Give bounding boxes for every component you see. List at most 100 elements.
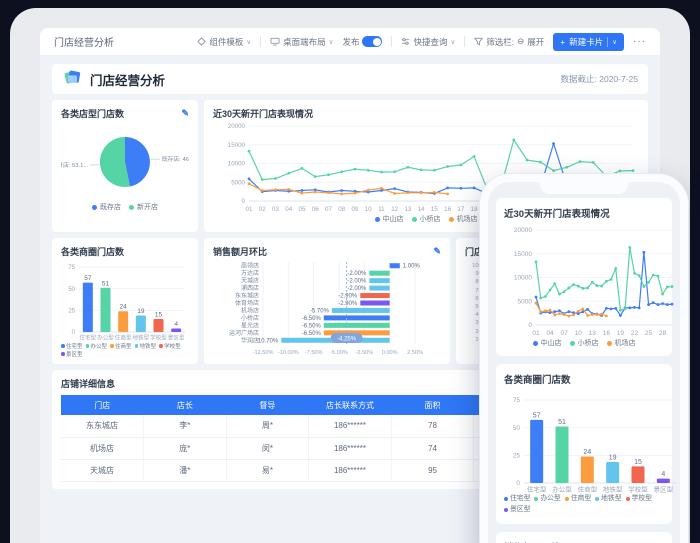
legend-item[interactable]: 地铁型 [134,342,156,350]
svg-text:-2.90%: -2.90% [338,301,358,307]
legend-item[interactable]: 学校型 [159,342,181,350]
svg-text:5000: 5000 [518,298,533,305]
legend-item[interactable]: 学校型 [625,494,652,504]
legend-label: 办公型 [90,344,108,350]
svg-text:-2.00%: -2.00% [347,286,367,292]
legend-item[interactable]: 景区型 [61,350,83,358]
svg-text:03: 03 [272,206,279,213]
svg-text:浦西店: 浦西店 [241,284,259,292]
more-menu[interactable]: ··· [633,36,646,47]
legend-item[interactable]: 住宅型 [61,342,83,350]
pie-legend: 既存店 新开店 [61,202,189,212]
svg-text:10000: 10000 [228,161,246,168]
table-header-cell: 面积 [391,395,474,415]
funnel-icon [474,37,484,46]
legend-label: 小桥店 [577,340,599,347]
legend-label: 景区型 [66,352,83,358]
phone-line-card: 近30天新开门店表现情况 0 5000 10000 15000 20000 01 04 07 1… [496,198,674,356]
svg-text:体育场店: 体育场店 [235,299,259,307]
svg-text:16: 16 [444,206,451,213]
legend-item[interactable]: 办公型 [534,494,561,504]
legend-item[interactable]: 住宅型 [504,494,530,504]
plus-icon: + [560,36,566,47]
table-cell: 闵* [226,437,310,460]
edit-card-icon[interactable]: ✎ [433,246,441,256]
legend-item[interactable]: 地铁型 [595,494,622,504]
phone-mockup: 近30天新开门店表现情况 0 5000 10000 15000 20000 01 04 07 1… [480,174,688,543]
svg-text:13: 13 [404,206,411,213]
svg-text:天城店: 天城店 [241,277,259,285]
legend-item[interactable]: 机场店 [606,338,636,348]
phone-bar-chart[interactable]: 0 25 50 75 57 住宅型 51 办公型 24 住商型 19 地铁型 15 学校型 4 景区型 [504,390,680,494]
publish-toggle-group[interactable]: 发布 [342,36,383,48]
svg-text:学校型: 学校型 [628,485,648,494]
legend-label: 学校型 [631,495,652,502]
store-type-pie-chart[interactable]: 既存店: 46.8... 新开店: 53.1... [61,120,189,202]
phone-bar-card: 各类商圈门店数 0 25 50 75 57 住宅型 51 办公型 24 住商型 19 地铁型 15 学校型… [496,364,676,524]
legend-item[interactable]: 机场店 [448,214,478,224]
legend-item[interactable]: 中山店 [532,338,562,348]
legend-item[interactable]: 住商型 [110,342,132,350]
legend-label: 机场店 [614,340,636,347]
legend-dot [129,204,134,210]
phone-line-chart[interactable]: 0 5000 10000 15000 20000 01 04 07 10 13 16 19 22 25 28 [504,224,680,338]
page-title: 门店经营分析 [90,73,166,88]
legend-label: 学校型 [164,344,181,350]
legend-item[interactable]: 新开店 [129,202,158,212]
svg-text:住宅型: 住宅型 [527,485,547,494]
legend-item[interactable]: 住商型 [564,494,591,504]
legend-dot [110,344,114,348]
sales-mom-chart[interactable]: -12.50% -10.00% -7.50% -5.00% -2.50% 0.00% 2.5… [213,258,441,356]
legend-item[interactable]: 景区型 [504,505,530,515]
store-type-pie-card: 各类店型门店数 ✎ 既存店: 46.8... 新开店: 53.1... 既存店 新开… [52,100,198,232]
publish-toggle[interactable] [362,36,383,47]
table-cell: 东东城店 [61,415,145,438]
quick-query-menu[interactable]: 快捷查询 ∨ [401,36,455,48]
filter-bar-expand[interactable]: 筛选栏: ⊖ 展开 [474,36,544,48]
legend-item[interactable]: 小桥店 [411,214,441,224]
new-card-button[interactable]: + 新建卡片 ∨ [553,32,624,51]
svg-text:15: 15 [431,206,438,213]
desktop-layout-menu[interactable]: 桌面端布局 ∨ [270,36,333,48]
svg-text:星光店: 星光店 [241,321,259,329]
chevron-down-icon: ∨ [450,38,456,46]
svg-text:10: 10 [575,330,583,337]
svg-text:-10.70%: -10.70% [256,338,279,344]
chevron-down-icon[interactable]: ∨ [612,38,617,46]
table-cell: 186****** [308,437,392,460]
svg-text:75: 75 [68,265,75,271]
legend-item[interactable]: 既存店 [92,202,121,212]
legend-item[interactable]: 中山店 [374,214,404,224]
chart-title: 近30天新开门店表现情况 [504,209,610,220]
svg-text:机场店: 机场店 [241,306,259,314]
svg-text:1.00%: 1.00% [403,264,421,270]
svg-text:-2.90%: -2.90% [338,294,358,300]
table-header-cell: 店长联系方式 [308,395,392,415]
legend-dot [625,497,630,501]
legend-item[interactable]: 小桥店 [569,338,599,348]
table-cell: 庞* [143,437,227,460]
svg-text:住商型: 住商型 [115,334,132,342]
svg-text:-6.50%: -6.50% [302,331,322,337]
legend-item[interactable]: 办公型 [85,342,108,350]
svg-text:22: 22 [631,330,639,337]
district-bar-chart[interactable]: 0 25 50 75 57 住宅型 51 办公型 24 住商型 19 地铁型 15 学校型 4 景区型 [61,258,189,342]
legend-dot [61,352,65,356]
svg-text:办公型: 办公型 [97,334,114,342]
svg-text:50: 50 [68,287,75,293]
svg-text:0: 0 [72,330,76,336]
toolbar-divider [260,36,262,47]
svg-text:景区型: 景区型 [654,485,674,494]
component-template-menu[interactable]: 组件模板 ∨ [197,36,251,48]
svg-text:24: 24 [583,449,591,456]
legend-label: 住宅型 [510,495,531,502]
legend-dot [595,497,600,501]
table-cell: 74 [391,437,475,460]
svg-text:15: 15 [155,312,163,319]
svg-text:16: 16 [603,330,611,337]
edit-card-icon[interactable]: ✎ [181,108,189,118]
svg-text:19: 19 [137,308,145,315]
svg-text:新开店: 53.1...: 新开店: 53.1... [61,161,89,169]
svg-text:4: 4 [174,321,178,328]
